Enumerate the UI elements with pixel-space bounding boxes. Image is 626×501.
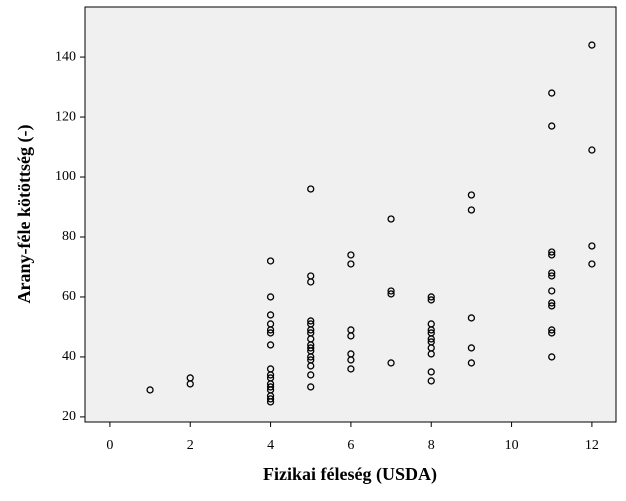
point: [146, 386, 154, 394]
point: [588, 242, 596, 250]
point: [548, 329, 556, 337]
point: [427, 377, 435, 385]
point: [347, 356, 355, 364]
x-tick-label: 2: [187, 438, 194, 453]
point: [266, 371, 275, 379]
point: [548, 272, 556, 280]
point: [548, 89, 556, 97]
point: [548, 287, 556, 295]
point: [548, 248, 556, 256]
point: [307, 344, 315, 352]
point: [467, 206, 476, 214]
point: [548, 326, 556, 334]
point: [387, 287, 395, 295]
point: [307, 362, 315, 370]
point: [347, 332, 355, 340]
y-tick-label: 100: [55, 169, 76, 184]
point: [307, 278, 315, 286]
y-tick-label: 60: [62, 289, 76, 304]
point: [266, 383, 275, 391]
point: [307, 185, 315, 193]
point: [307, 371, 315, 379]
point: [427, 326, 435, 334]
x-tick-label: 10: [505, 438, 519, 453]
x-tick-label: 0: [106, 438, 113, 453]
point: [266, 341, 275, 349]
x-axis-title: Fizikai féleség (USDA): [263, 464, 437, 485]
point: [467, 191, 476, 199]
y-tick-label: 140: [55, 49, 76, 64]
point: [548, 251, 556, 259]
point: [307, 383, 315, 391]
point: [427, 350, 435, 358]
y-tick-label: 120: [55, 109, 76, 124]
y-tick-label: 80: [62, 229, 76, 244]
point: [347, 260, 355, 268]
point: [387, 359, 395, 367]
point: [347, 365, 355, 373]
point: [588, 260, 596, 268]
x-tick-label: 4: [267, 438, 274, 453]
point: [266, 257, 275, 265]
point: [266, 395, 275, 403]
point: [266, 398, 275, 406]
point: [548, 302, 556, 310]
point: [548, 353, 556, 361]
point: [427, 335, 435, 343]
plot-area: [84, 6, 617, 423]
point: [427, 296, 435, 304]
point: [588, 146, 596, 154]
point: [307, 353, 315, 361]
point: [266, 293, 275, 301]
point: [186, 380, 194, 388]
point: [427, 368, 435, 376]
y-tick-label: 20: [62, 409, 76, 424]
point: [307, 326, 315, 334]
point: [347, 251, 355, 259]
y-tick-label: 40: [62, 349, 76, 364]
point: [467, 344, 476, 352]
point: [427, 293, 435, 301]
x-tick-label: 8: [428, 438, 435, 453]
point: [387, 290, 395, 298]
point: [266, 326, 275, 334]
point: [266, 329, 275, 337]
x-tick-label: 12: [585, 438, 599, 453]
point: [548, 269, 556, 277]
point: [387, 215, 395, 223]
point: [548, 122, 556, 130]
point: [307, 317, 315, 325]
point: [266, 311, 275, 319]
x-tick-label: 6: [347, 438, 354, 453]
point: [467, 314, 476, 322]
point: [548, 299, 556, 307]
y-axis-title: Arany-féle kötöttség (-): [14, 125, 35, 304]
point: [467, 359, 476, 367]
point: [588, 41, 596, 49]
